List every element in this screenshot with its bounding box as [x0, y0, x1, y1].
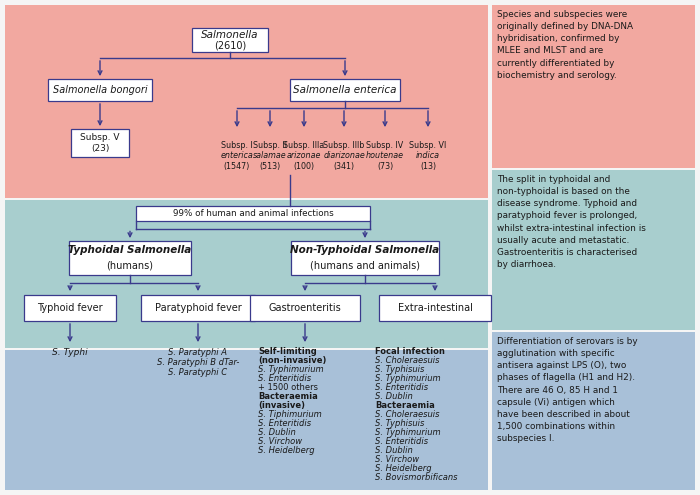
- Bar: [492, 5, 695, 168]
- Text: salamae: salamae: [253, 151, 287, 160]
- Text: S. Enteritidis: S. Enteritidis: [258, 419, 311, 428]
- Text: (23): (23): [91, 145, 109, 153]
- Bar: [136, 205, 370, 220]
- Text: Typhoidal Salmonella: Typhoidal Salmonella: [69, 245, 192, 255]
- Text: S. Tiphimurium: S. Tiphimurium: [258, 410, 322, 419]
- Text: S. Enteritidis: S. Enteritidis: [375, 437, 428, 446]
- Text: 99% of human and animal infections: 99% of human and animal infections: [173, 208, 333, 217]
- Text: (humans and animals): (humans and animals): [310, 260, 420, 270]
- Text: S. Typhimurium: S. Typhimurium: [375, 374, 440, 383]
- Text: (341): (341): [333, 161, 355, 170]
- Text: S. Typhisuis: S. Typhisuis: [375, 419, 424, 428]
- Text: + 1500 others: + 1500 others: [258, 383, 318, 392]
- Text: Bacteraemia: Bacteraemia: [375, 401, 435, 410]
- Text: enterica: enterica: [220, 151, 253, 160]
- Text: indica: indica: [416, 151, 440, 160]
- Text: Subsp. IIIb: Subsp. IIIb: [323, 142, 365, 150]
- Text: (73): (73): [377, 161, 393, 170]
- Text: diarizonae: diarizonae: [323, 151, 365, 160]
- Text: S. Typhi: S. Typhi: [52, 348, 88, 357]
- Text: S. Virchow: S. Virchow: [258, 437, 302, 446]
- Text: S. Typhisuis: S. Typhisuis: [375, 365, 424, 374]
- Bar: [48, 79, 152, 101]
- Text: Subsp. IIIa: Subsp. IIIa: [284, 142, 325, 150]
- Text: S. Bovismorbificans: S. Bovismorbificans: [375, 473, 458, 482]
- Text: (1547): (1547): [224, 161, 250, 170]
- Text: (humans): (humans): [106, 260, 153, 270]
- Text: S. Heidelberg: S. Heidelberg: [258, 446, 314, 455]
- Text: S. Typhimurium: S. Typhimurium: [258, 365, 323, 374]
- Text: Typhoid fever: Typhoid fever: [37, 303, 103, 313]
- Text: S. Dublin: S. Dublin: [375, 392, 413, 401]
- Text: S. Enteritidis: S. Enteritidis: [258, 374, 311, 383]
- Bar: [291, 241, 439, 275]
- Text: Salmonella enterica: Salmonella enterica: [293, 85, 397, 95]
- Bar: [250, 295, 360, 321]
- Text: Subsp. IV: Subsp. IV: [366, 142, 404, 150]
- Text: Species and subspecies were
originally defined by DNA-DNA
hybridisation, confirm: Species and subspecies were originally d…: [497, 10, 633, 80]
- Text: S. Paratyphi B dTar-: S. Paratyphi B dTar-: [157, 358, 239, 367]
- Text: Paratyphoid fever: Paratyphoid fever: [155, 303, 241, 313]
- Bar: [5, 5, 488, 198]
- Text: Bacteraemia: Bacteraemia: [258, 392, 318, 401]
- Text: arizonae: arizonae: [287, 151, 321, 160]
- Text: (invasive): (invasive): [258, 401, 305, 410]
- Text: S. Enteritidis: S. Enteritidis: [375, 383, 428, 392]
- Bar: [69, 241, 191, 275]
- Bar: [379, 295, 491, 321]
- Text: S. Paratyphi C: S. Paratyphi C: [169, 368, 228, 377]
- Text: (100): (100): [293, 161, 314, 170]
- Text: (13): (13): [420, 161, 436, 170]
- Text: S. Virchow: S. Virchow: [375, 455, 419, 464]
- Text: Subsp. VI: Subsp. VI: [410, 142, 447, 150]
- Text: S. Choleraesuis: S. Choleraesuis: [375, 410, 440, 419]
- Text: Differentiation of serovars is by
agglutination with specific
antisera against L: Differentiation of serovars is by agglut…: [497, 337, 638, 443]
- Text: Focal infection: Focal infection: [375, 347, 445, 356]
- Text: Extra-intestinal: Extra-intestinal: [398, 303, 472, 313]
- Text: S. Paratyphi A: S. Paratyphi A: [169, 348, 228, 357]
- Text: S. Heidelberg: S. Heidelberg: [375, 464, 432, 473]
- Text: Subsp. II: Subsp. II: [253, 142, 287, 150]
- Text: S. Choleraesuis: S. Choleraesuis: [375, 356, 440, 365]
- Text: Subsp. V: Subsp. V: [80, 134, 120, 143]
- Text: Gastroenteritis: Gastroenteritis: [269, 303, 342, 313]
- Text: Salmonella bongori: Salmonella bongori: [52, 85, 147, 95]
- Bar: [492, 170, 695, 330]
- Text: Subsp. I: Subsp. I: [221, 142, 253, 150]
- Bar: [192, 28, 268, 52]
- Text: (non-invasive): (non-invasive): [258, 356, 326, 365]
- Bar: [141, 295, 255, 321]
- Text: S. Dublin: S. Dublin: [375, 446, 413, 455]
- Bar: [24, 295, 116, 321]
- Bar: [290, 79, 400, 101]
- Bar: [5, 200, 488, 348]
- Text: (513): (513): [260, 161, 281, 170]
- Text: Non-Typhoidal Salmonella: Non-Typhoidal Salmonella: [290, 245, 440, 255]
- Text: houtenae: houtenae: [366, 151, 404, 160]
- Text: Salmonella: Salmonella: [202, 30, 259, 40]
- Text: (2610): (2610): [214, 41, 246, 51]
- Text: Self-limiting: Self-limiting: [258, 347, 316, 356]
- Bar: [492, 332, 695, 490]
- Bar: [71, 129, 129, 157]
- Text: The split in typhoidal and
non-typhoidal is based on the
disease syndrome. Typho: The split in typhoidal and non-typhoidal…: [497, 175, 646, 269]
- Bar: [5, 350, 488, 490]
- Text: S. Dublin: S. Dublin: [258, 428, 295, 437]
- Text: S. Typhimurium: S. Typhimurium: [375, 428, 440, 437]
